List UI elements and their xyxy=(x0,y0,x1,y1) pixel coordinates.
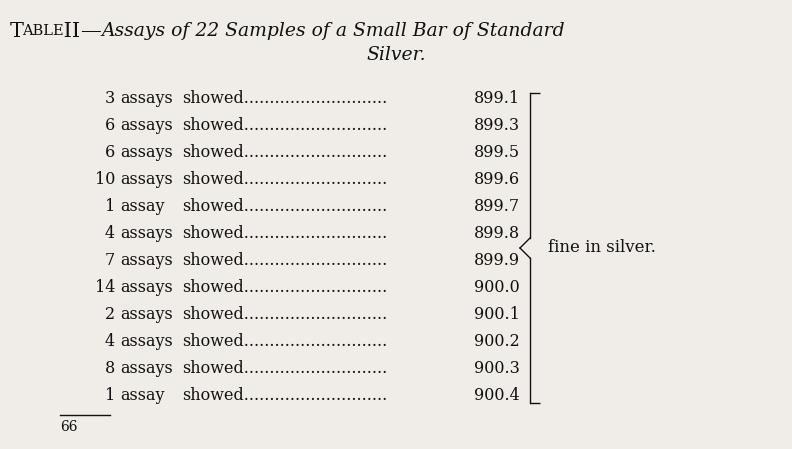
Text: showed............................: showed............................ xyxy=(182,171,387,188)
Text: assays: assays xyxy=(120,90,173,107)
Text: showed............................: showed............................ xyxy=(182,198,387,215)
Text: assays: assays xyxy=(120,117,173,134)
Text: 899.6: 899.6 xyxy=(474,171,520,188)
Text: 10: 10 xyxy=(94,171,115,188)
Text: 4: 4 xyxy=(105,225,115,242)
Text: 899.5: 899.5 xyxy=(474,144,520,161)
Text: assays: assays xyxy=(120,279,173,296)
Text: showed............................: showed............................ xyxy=(182,306,387,323)
Text: showed............................: showed............................ xyxy=(182,279,387,296)
Text: assay: assay xyxy=(120,387,165,404)
Text: 899.1: 899.1 xyxy=(474,90,520,107)
Text: 4: 4 xyxy=(105,333,115,350)
Text: 1: 1 xyxy=(105,387,115,404)
Text: 7: 7 xyxy=(105,252,115,269)
Text: fine in silver.: fine in silver. xyxy=(548,239,656,256)
Text: 900.3: 900.3 xyxy=(474,360,520,377)
Text: showed............................: showed............................ xyxy=(182,252,387,269)
Text: showed............................: showed............................ xyxy=(182,360,387,377)
Text: showed............................: showed............................ xyxy=(182,387,387,404)
Text: 66: 66 xyxy=(60,420,78,434)
Text: showed............................: showed............................ xyxy=(182,90,387,107)
Text: 899.7: 899.7 xyxy=(474,198,520,215)
Text: 1: 1 xyxy=(105,198,115,215)
Text: assay: assay xyxy=(120,198,165,215)
Text: showed............................: showed............................ xyxy=(182,225,387,242)
Text: showed............................: showed............................ xyxy=(182,144,387,161)
Text: showed............................: showed............................ xyxy=(182,117,387,134)
Text: Silver.: Silver. xyxy=(366,46,426,64)
Text: 6: 6 xyxy=(105,117,115,134)
Text: assays: assays xyxy=(120,306,173,323)
Text: showed............................: showed............................ xyxy=(182,333,387,350)
Text: assays: assays xyxy=(120,333,173,350)
Text: 900.2: 900.2 xyxy=(474,333,520,350)
Text: Assays of 22 Samples of a Small Bar of Standard: Assays of 22 Samples of a Small Bar of S… xyxy=(101,22,565,40)
Text: assays: assays xyxy=(120,225,173,242)
Text: 14: 14 xyxy=(94,279,115,296)
Text: 900.1: 900.1 xyxy=(474,306,520,323)
Text: II: II xyxy=(57,22,80,41)
Text: 899.3: 899.3 xyxy=(474,117,520,134)
Text: 900.0: 900.0 xyxy=(474,279,520,296)
Text: —: — xyxy=(80,22,101,41)
Text: ABLE: ABLE xyxy=(22,24,63,38)
Text: 899.8: 899.8 xyxy=(474,225,520,242)
Text: 2: 2 xyxy=(105,306,115,323)
Text: 899.9: 899.9 xyxy=(474,252,520,269)
Text: assays: assays xyxy=(120,360,173,377)
Text: T: T xyxy=(10,22,24,41)
Text: 8: 8 xyxy=(105,360,115,377)
Text: 3: 3 xyxy=(105,90,115,107)
Text: assays: assays xyxy=(120,252,173,269)
Text: assays: assays xyxy=(120,171,173,188)
Text: assays: assays xyxy=(120,144,173,161)
Text: 900.4: 900.4 xyxy=(474,387,520,404)
Text: 6: 6 xyxy=(105,144,115,161)
